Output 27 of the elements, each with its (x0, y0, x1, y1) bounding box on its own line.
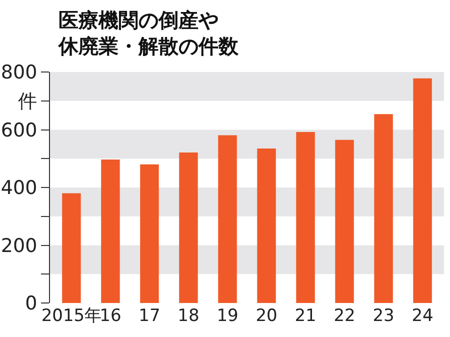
bar (101, 159, 120, 303)
bar (374, 114, 393, 303)
x-tick-label: 22 (334, 306, 356, 326)
bar (179, 152, 198, 303)
y-tick-label: 600 (0, 119, 38, 142)
bar (257, 148, 276, 303)
x-tick-label: 16 (100, 306, 122, 326)
chart-title: 医療機関の倒産や休廃業・解散の件数 (58, 8, 240, 58)
bar (62, 193, 81, 303)
x-tick-label: 18 (178, 306, 200, 326)
x-tick-label: 24 (412, 306, 434, 326)
bar (218, 135, 237, 303)
y-tick-label: 0 (25, 292, 38, 315)
bar (335, 140, 354, 303)
x-tick-label: 21 (294, 306, 316, 326)
bar (296, 132, 315, 303)
y-tick-label: 200 (0, 234, 38, 257)
x-tick-label: 19 (216, 306, 238, 326)
y-tick-label: 800 (0, 62, 38, 84)
x-tick-label: 17 (138, 306, 160, 326)
bar (413, 78, 432, 303)
x-tick-label: 2015年 (41, 306, 102, 326)
bar (140, 164, 159, 303)
y-tick-label: 400 (0, 177, 38, 200)
x-tick-label: 20 (256, 306, 278, 326)
x-tick-label: 23 (372, 306, 394, 326)
y-tick-label: 件 (18, 90, 38, 113)
